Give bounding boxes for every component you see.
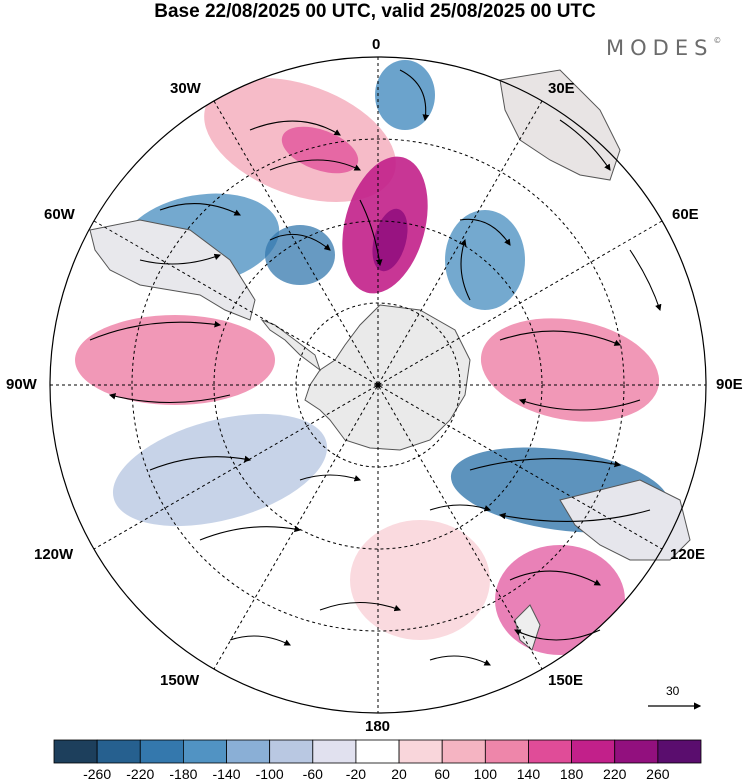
brand-mark: © — [713, 36, 722, 45]
blob-blue-center-left — [265, 225, 335, 285]
wind-vector — [509, 570, 601, 586]
wind-vector — [159, 203, 241, 216]
blob-lightpink-bottom — [350, 520, 490, 640]
colorbar-tick-label: -140 — [212, 766, 241, 782]
meridian-30w-150e — [213, 100, 543, 670]
colorbar-swatch — [398, 739, 443, 764]
wind-vector — [429, 504, 492, 512]
map-title: Base 22/08/2025 00 UTC, valid 25/08/2025… — [154, 1, 596, 22]
wind-vector — [460, 238, 471, 301]
reference-vector-label: 30 — [666, 684, 680, 698]
africa-landmass — [499, 69, 621, 181]
wind-vector — [199, 525, 302, 541]
blob-lightblue-lower-left — [112, 413, 328, 527]
south-america-landmass — [89, 219, 256, 321]
colorbar-tick-label: 60 — [434, 766, 450, 782]
wind-vector — [89, 320, 222, 341]
colorbar-tick-label: -180 — [169, 766, 198, 782]
wind-vectors — [89, 69, 662, 666]
colorbar-tick-label: 260 — [646, 766, 670, 782]
meridian-60w-120e — [93, 220, 663, 550]
wind-vector — [498, 509, 651, 522]
lon-label-90w: 90W — [6, 376, 37, 393]
blob-pink-left — [75, 315, 275, 405]
wind-vector — [559, 119, 611, 171]
lon-label-90e: 90E — [716, 376, 743, 393]
colorbar-swatch — [614, 739, 659, 764]
colorbar-tick-label: 100 — [473, 766, 498, 782]
colorbar-tick-label: -100 — [255, 766, 284, 782]
lon-label-120w: 120W — [34, 546, 74, 563]
colorbar-tick-label: 140 — [516, 766, 541, 782]
wind-vector — [359, 199, 383, 267]
colorbar-tick-label: -20 — [345, 766, 367, 782]
colorbar-swatch — [53, 739, 98, 764]
modes-logo: MODES© — [606, 36, 721, 60]
south-pole-dot — [375, 382, 381, 388]
wind-vector — [149, 455, 252, 471]
colorbar-tick-label: 220 — [603, 766, 627, 782]
wind-vector — [399, 69, 430, 122]
colorbar-tick-label: -220 — [126, 766, 155, 782]
wind-vector — [514, 629, 601, 641]
colorbar-tick-label: -260 — [83, 766, 112, 782]
colorbar-swatch — [269, 739, 314, 764]
blob-blue-top — [375, 60, 435, 130]
colorbar-swatch — [226, 739, 271, 764]
wind-vector — [299, 474, 362, 482]
colorbar-tick-label: 180 — [559, 766, 584, 782]
colorbar-swatch — [571, 739, 616, 764]
blob-blue-right-top — [445, 210, 525, 310]
lon-label-30e: 30E — [548, 80, 575, 97]
lon-label-30w: 30W — [170, 80, 201, 97]
wind-vector — [459, 218, 511, 246]
colorbar — [53, 739, 702, 764]
wind-vector — [269, 233, 331, 251]
wind-vector — [499, 330, 622, 346]
colorbar-swatch — [528, 739, 573, 764]
wind-vector — [429, 655, 491, 666]
blob-purple-core — [372, 208, 408, 272]
lon-label-150w: 150W — [160, 672, 200, 689]
wind-vector — [469, 458, 622, 471]
colorbar-swatch — [182, 739, 227, 764]
meridian-30e-150w — [213, 100, 543, 670]
latitude-circle-30s — [131, 138, 625, 632]
meridian-60e-120w — [93, 220, 663, 550]
colorbar-swatch — [355, 739, 400, 764]
brand-text: MODES — [606, 36, 714, 60]
map-border — [49, 56, 707, 714]
wind-vector — [108, 393, 231, 404]
australia-landmass — [559, 479, 691, 561]
lon-label-60e: 60E — [672, 206, 699, 223]
wind-vector — [269, 159, 361, 171]
antarctic-peninsula — [260, 318, 321, 372]
lon-label-180: 180 — [365, 718, 391, 735]
meridians — [50, 57, 706, 713]
lon-label-150e: 150E — [548, 672, 584, 689]
colorbar-swatch — [657, 739, 702, 764]
colorbar-swatch — [441, 739, 486, 764]
colorbar-swatch — [139, 739, 184, 764]
wind-vector — [249, 120, 341, 136]
colorbar-tick-label: -60 — [302, 766, 323, 782]
wind-vector — [319, 601, 402, 612]
lon-label-0: 0 — [372, 36, 381, 53]
wind-vector — [229, 635, 291, 646]
colorbar-swatch — [484, 739, 529, 764]
wind-vector — [629, 249, 662, 312]
wind-vector — [518, 398, 641, 411]
colorbar-swatch — [96, 739, 141, 764]
colorbar-swatch — [312, 739, 357, 764]
colorbar-tick-label: 20 — [391, 766, 407, 782]
lon-label-120e: 120E — [670, 546, 706, 563]
wind-vector — [139, 253, 222, 265]
lon-label-60w: 60W — [44, 206, 75, 223]
blob-pink-lower-right — [495, 545, 625, 655]
